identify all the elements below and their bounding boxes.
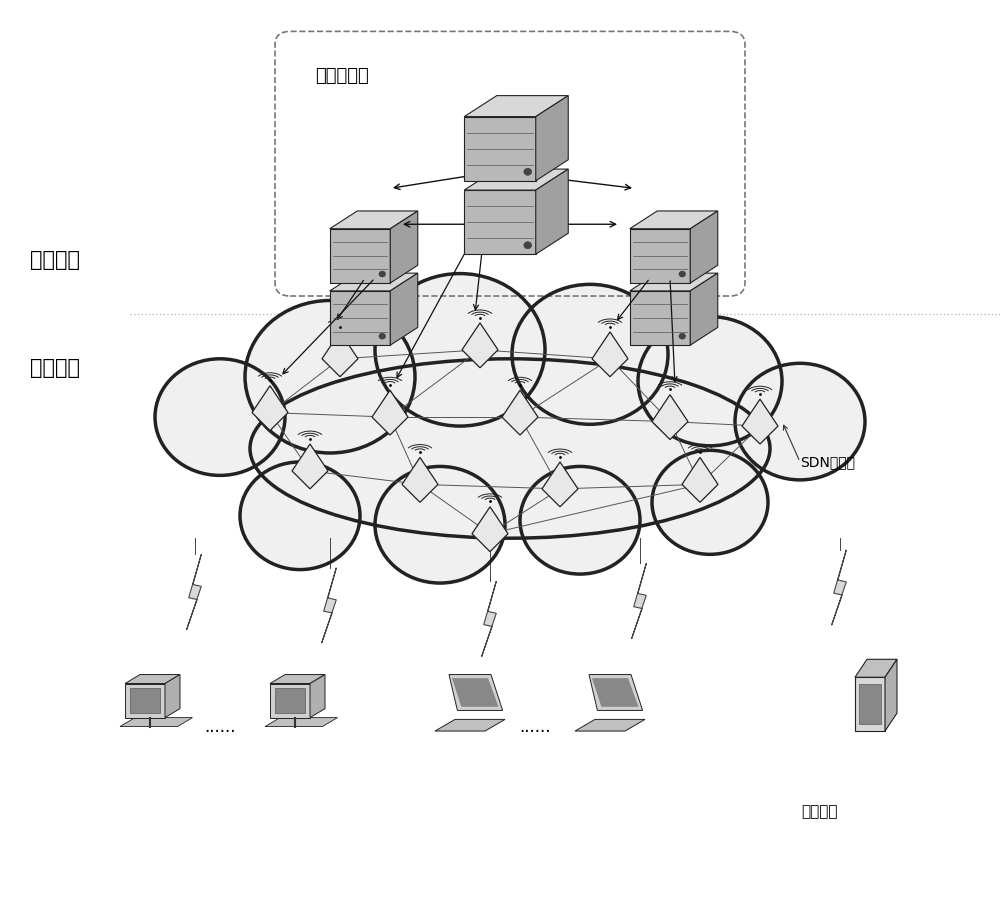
Polygon shape xyxy=(120,718,192,727)
Polygon shape xyxy=(690,274,718,345)
Polygon shape xyxy=(472,507,508,552)
Circle shape xyxy=(375,466,505,583)
Polygon shape xyxy=(885,659,897,731)
Polygon shape xyxy=(322,568,336,643)
Polygon shape xyxy=(165,675,180,718)
Circle shape xyxy=(379,333,386,339)
Polygon shape xyxy=(125,675,180,684)
Polygon shape xyxy=(372,390,408,435)
Text: ......: ...... xyxy=(204,718,236,736)
Circle shape xyxy=(240,462,360,570)
Circle shape xyxy=(679,333,686,339)
Polygon shape xyxy=(502,390,538,435)
Polygon shape xyxy=(630,274,718,291)
Polygon shape xyxy=(390,211,418,283)
Circle shape xyxy=(155,359,285,475)
Polygon shape xyxy=(330,274,418,291)
Polygon shape xyxy=(330,229,390,283)
Polygon shape xyxy=(330,291,390,345)
Polygon shape xyxy=(130,688,160,713)
Polygon shape xyxy=(632,563,646,639)
Polygon shape xyxy=(652,395,688,440)
Text: 移动终端: 移动终端 xyxy=(802,805,838,819)
Text: 数据平面: 数据平面 xyxy=(30,358,80,378)
Polygon shape xyxy=(682,457,718,502)
Polygon shape xyxy=(536,96,568,181)
Polygon shape xyxy=(690,211,718,283)
Polygon shape xyxy=(330,211,418,229)
Polygon shape xyxy=(542,462,578,507)
Circle shape xyxy=(735,363,865,480)
Circle shape xyxy=(652,450,768,554)
Polygon shape xyxy=(589,675,643,710)
Polygon shape xyxy=(322,332,358,377)
Polygon shape xyxy=(265,718,338,727)
Circle shape xyxy=(379,271,386,277)
Polygon shape xyxy=(435,719,505,731)
Polygon shape xyxy=(402,457,438,502)
Polygon shape xyxy=(832,550,846,625)
Text: 控制平面: 控制平面 xyxy=(30,250,80,270)
Polygon shape xyxy=(462,323,498,368)
Polygon shape xyxy=(464,117,536,181)
Polygon shape xyxy=(859,684,881,724)
Polygon shape xyxy=(270,675,325,684)
Text: SDN交换机: SDN交换机 xyxy=(800,455,855,469)
Polygon shape xyxy=(575,719,645,731)
Polygon shape xyxy=(855,659,897,677)
Polygon shape xyxy=(270,684,310,718)
Text: 管理控制器: 管理控制器 xyxy=(315,67,369,85)
Polygon shape xyxy=(252,386,288,431)
Circle shape xyxy=(524,242,532,248)
Text: ......: ...... xyxy=(519,718,551,736)
Polygon shape xyxy=(742,399,778,444)
Polygon shape xyxy=(187,554,201,630)
Polygon shape xyxy=(630,291,690,345)
Polygon shape xyxy=(536,170,568,254)
Circle shape xyxy=(524,169,532,175)
Circle shape xyxy=(520,466,640,574)
Polygon shape xyxy=(592,678,639,707)
Polygon shape xyxy=(630,211,718,229)
Polygon shape xyxy=(855,677,885,731)
Circle shape xyxy=(512,284,668,424)
Polygon shape xyxy=(310,675,325,718)
Polygon shape xyxy=(482,581,496,657)
Circle shape xyxy=(245,300,415,453)
Polygon shape xyxy=(464,170,568,190)
Polygon shape xyxy=(592,332,628,377)
Polygon shape xyxy=(464,96,568,117)
Polygon shape xyxy=(275,688,305,713)
Polygon shape xyxy=(452,678,499,707)
Circle shape xyxy=(375,274,545,426)
Polygon shape xyxy=(292,444,328,489)
Ellipse shape xyxy=(250,359,770,538)
Polygon shape xyxy=(125,684,165,718)
Polygon shape xyxy=(390,274,418,345)
Polygon shape xyxy=(630,229,690,283)
Circle shape xyxy=(679,271,686,277)
Polygon shape xyxy=(464,190,536,254)
Polygon shape xyxy=(449,675,503,710)
Circle shape xyxy=(638,317,782,446)
